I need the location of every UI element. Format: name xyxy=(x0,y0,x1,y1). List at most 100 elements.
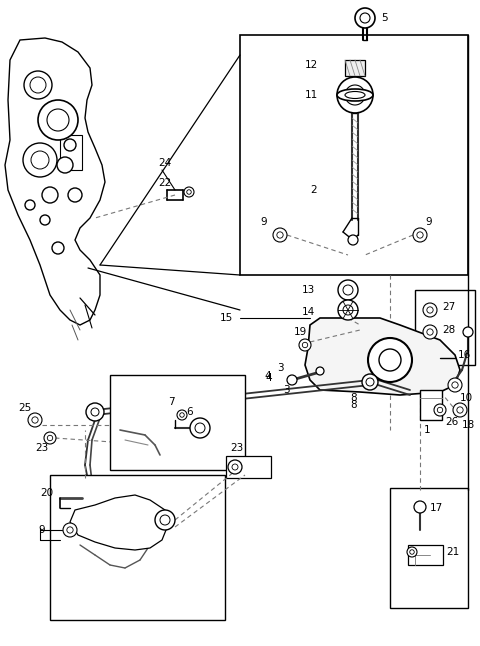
Bar xyxy=(60,135,82,170)
Circle shape xyxy=(368,338,412,382)
Circle shape xyxy=(343,285,353,295)
Text: 24: 24 xyxy=(158,158,171,168)
Circle shape xyxy=(360,13,370,23)
Circle shape xyxy=(448,378,462,392)
Circle shape xyxy=(38,100,78,140)
Circle shape xyxy=(187,190,191,194)
Text: 14: 14 xyxy=(302,307,315,317)
Circle shape xyxy=(47,109,69,131)
Text: 13: 13 xyxy=(302,285,315,295)
Text: 8: 8 xyxy=(350,393,357,403)
Circle shape xyxy=(195,423,205,433)
Bar xyxy=(226,456,271,478)
Text: 25: 25 xyxy=(18,403,31,413)
Text: 20: 20 xyxy=(40,488,53,498)
Circle shape xyxy=(86,403,104,421)
Text: 17: 17 xyxy=(430,503,443,513)
Circle shape xyxy=(28,413,42,427)
Text: 7: 7 xyxy=(168,397,175,407)
Circle shape xyxy=(452,382,458,388)
Text: 9: 9 xyxy=(260,217,266,227)
Ellipse shape xyxy=(345,92,365,98)
Circle shape xyxy=(57,157,73,173)
Circle shape xyxy=(316,367,324,375)
Circle shape xyxy=(64,139,76,151)
Text: 21: 21 xyxy=(446,547,459,557)
Circle shape xyxy=(366,378,374,386)
Circle shape xyxy=(48,435,53,441)
Circle shape xyxy=(30,77,46,93)
Circle shape xyxy=(273,228,287,242)
Circle shape xyxy=(453,403,467,417)
Bar xyxy=(390,488,468,608)
Text: 27: 27 xyxy=(442,302,455,312)
Circle shape xyxy=(177,410,187,420)
Bar xyxy=(408,545,443,565)
Text: 22: 22 xyxy=(158,178,171,188)
Circle shape xyxy=(427,307,433,313)
Circle shape xyxy=(338,300,358,320)
Text: 3: 3 xyxy=(283,385,289,395)
Circle shape xyxy=(277,232,283,238)
Circle shape xyxy=(52,242,64,254)
Text: 3: 3 xyxy=(277,363,284,373)
Circle shape xyxy=(42,187,58,203)
Text: 4: 4 xyxy=(264,371,271,381)
Text: 10: 10 xyxy=(460,393,473,403)
Text: 15: 15 xyxy=(220,313,233,323)
Circle shape xyxy=(414,501,426,513)
Circle shape xyxy=(68,188,82,202)
Circle shape xyxy=(40,215,50,225)
Circle shape xyxy=(32,417,38,423)
Text: 12: 12 xyxy=(305,60,318,70)
Circle shape xyxy=(348,235,358,245)
Text: 1: 1 xyxy=(424,425,431,435)
Polygon shape xyxy=(5,38,105,325)
Bar xyxy=(415,290,475,365)
Circle shape xyxy=(343,305,353,315)
Polygon shape xyxy=(305,318,460,395)
Circle shape xyxy=(67,527,73,533)
Circle shape xyxy=(463,327,473,337)
Text: 2: 2 xyxy=(310,185,317,195)
Circle shape xyxy=(410,550,414,554)
Circle shape xyxy=(423,325,437,339)
Text: 9: 9 xyxy=(425,217,432,227)
Text: 11: 11 xyxy=(305,90,318,100)
Bar xyxy=(50,475,225,620)
Circle shape xyxy=(155,510,175,530)
Ellipse shape xyxy=(337,89,373,101)
Circle shape xyxy=(413,228,427,242)
Bar xyxy=(420,390,442,420)
Circle shape xyxy=(24,71,52,99)
Polygon shape xyxy=(70,495,168,550)
Circle shape xyxy=(160,515,170,525)
Text: 18: 18 xyxy=(462,420,475,430)
Circle shape xyxy=(44,432,56,444)
Text: 19: 19 xyxy=(294,327,307,337)
Text: 9: 9 xyxy=(38,525,45,535)
Circle shape xyxy=(23,143,57,177)
Circle shape xyxy=(91,408,99,416)
Text: 23: 23 xyxy=(230,443,243,453)
Circle shape xyxy=(362,374,378,390)
Text: 28: 28 xyxy=(442,325,455,335)
Circle shape xyxy=(427,329,433,335)
Circle shape xyxy=(299,339,311,351)
Text: 4: 4 xyxy=(265,373,272,383)
Circle shape xyxy=(423,303,437,317)
Circle shape xyxy=(63,523,77,537)
Circle shape xyxy=(379,349,401,371)
Circle shape xyxy=(338,280,358,300)
Circle shape xyxy=(457,407,463,413)
Circle shape xyxy=(407,547,417,557)
Circle shape xyxy=(228,460,242,474)
Circle shape xyxy=(437,407,443,413)
Text: 26: 26 xyxy=(445,417,458,427)
Bar xyxy=(345,60,365,76)
Text: 8: 8 xyxy=(350,400,357,410)
Circle shape xyxy=(184,187,194,197)
Circle shape xyxy=(417,232,423,238)
Circle shape xyxy=(355,8,375,28)
Circle shape xyxy=(25,200,35,210)
